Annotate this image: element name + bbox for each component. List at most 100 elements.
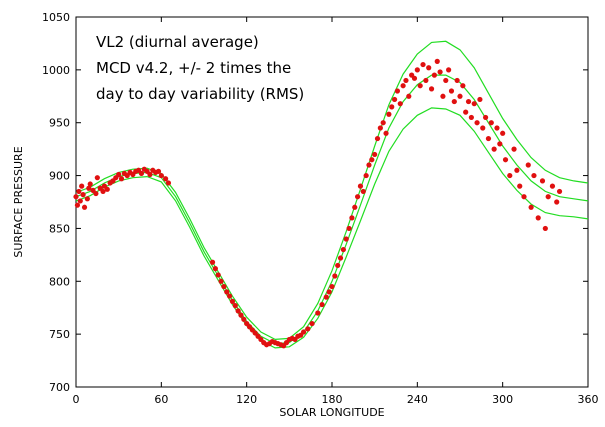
data-point	[521, 194, 527, 200]
data-point	[212, 266, 218, 272]
data-point	[411, 75, 418, 81]
data-point	[556, 188, 563, 195]
data-point	[494, 125, 500, 131]
data-point	[434, 58, 440, 64]
data-point	[554, 199, 560, 205]
data-point	[437, 69, 443, 75]
x-tick-label: 120	[236, 393, 257, 406]
data-point	[363, 172, 369, 179]
data-point	[326, 289, 332, 295]
data-point	[337, 255, 344, 261]
annotation: VL2 (diurnal average)	[96, 33, 259, 51]
data-point	[74, 202, 81, 208]
data-point	[440, 93, 446, 99]
data-point	[165, 180, 172, 186]
data-point	[514, 167, 520, 173]
data-point	[218, 278, 224, 284]
data-point	[81, 204, 88, 210]
data-point	[360, 188, 366, 195]
data-point	[394, 88, 401, 94]
data-point	[549, 183, 556, 189]
data-point	[377, 125, 383, 131]
data-point	[542, 225, 548, 232]
data-point	[372, 151, 378, 158]
data-point	[383, 130, 389, 136]
data-point	[528, 204, 534, 210]
data-point	[374, 135, 381, 142]
data-point	[477, 96, 483, 103]
data-point	[355, 194, 361, 200]
x-tick-label: 300	[492, 393, 513, 406]
data-point	[305, 326, 311, 332]
data-point	[448, 88, 455, 94]
x-tick-label: 0	[73, 393, 80, 406]
data-point	[497, 141, 503, 147]
data-point	[309, 320, 315, 327]
data-point	[446, 67, 452, 73]
data-point	[406, 93, 412, 99]
model-line	[75, 107, 589, 349]
data-point	[428, 86, 435, 92]
data-point	[138, 170, 145, 177]
data-point	[463, 109, 469, 115]
data-point	[426, 65, 432, 71]
data-point	[300, 329, 307, 335]
data-point	[369, 157, 375, 163]
data-point	[343, 236, 349, 242]
data-point	[500, 130, 506, 136]
data-point	[357, 183, 364, 189]
data-point	[471, 101, 477, 107]
model-line	[75, 74, 589, 345]
data-point	[485, 135, 492, 142]
x-tick-label: 240	[407, 393, 428, 406]
y-axis-label: SURFACE PRESSURE	[12, 146, 25, 257]
data-point	[535, 215, 541, 221]
data-point	[93, 190, 99, 197]
x-axis-label: SOLAR LONGITUDE	[279, 406, 384, 419]
data-point	[73, 194, 79, 200]
data-point	[329, 283, 335, 290]
data-point	[84, 196, 90, 202]
data-point	[77, 198, 83, 204]
y-tick-label: 750	[49, 328, 70, 341]
data-point	[94, 175, 100, 181]
data-point	[460, 83, 466, 89]
data-point	[545, 194, 551, 200]
data-point	[349, 215, 355, 221]
y-tick-label: 1000	[42, 64, 70, 77]
data-point	[155, 168, 162, 174]
data-point	[235, 308, 241, 314]
data-point	[215, 272, 221, 278]
annotation: MCD v4.2, +/- 2 times the	[96, 59, 291, 77]
data-point	[80, 192, 86, 198]
data-point	[397, 101, 403, 107]
data-point	[507, 172, 513, 179]
y-tick-label: 850	[49, 222, 70, 235]
data-point	[221, 283, 227, 290]
data-point	[100, 188, 106, 195]
data-point	[104, 186, 110, 192]
data-point	[539, 178, 546, 184]
data-point	[483, 114, 489, 121]
data-point	[87, 181, 93, 187]
y-tick-label: 900	[49, 170, 70, 183]
data-point	[525, 162, 531, 168]
data-point	[241, 316, 247, 322]
x-tick-label: 180	[322, 393, 343, 406]
data-point	[423, 77, 429, 84]
data-point	[118, 176, 125, 182]
y-tick-label: 950	[49, 117, 70, 130]
data-point	[517, 183, 523, 189]
data-point	[116, 171, 122, 178]
y-tick-label: 1050	[42, 11, 70, 24]
data-point	[232, 303, 238, 309]
data-point	[474, 120, 480, 126]
data-point	[163, 176, 169, 182]
data-point	[389, 104, 395, 110]
data-point	[403, 77, 409, 84]
data-point	[335, 262, 341, 269]
data-point	[147, 171, 153, 178]
x-tick-label: 60	[154, 393, 168, 406]
y-tick-label: 700	[49, 381, 70, 394]
data-point	[431, 72, 437, 78]
